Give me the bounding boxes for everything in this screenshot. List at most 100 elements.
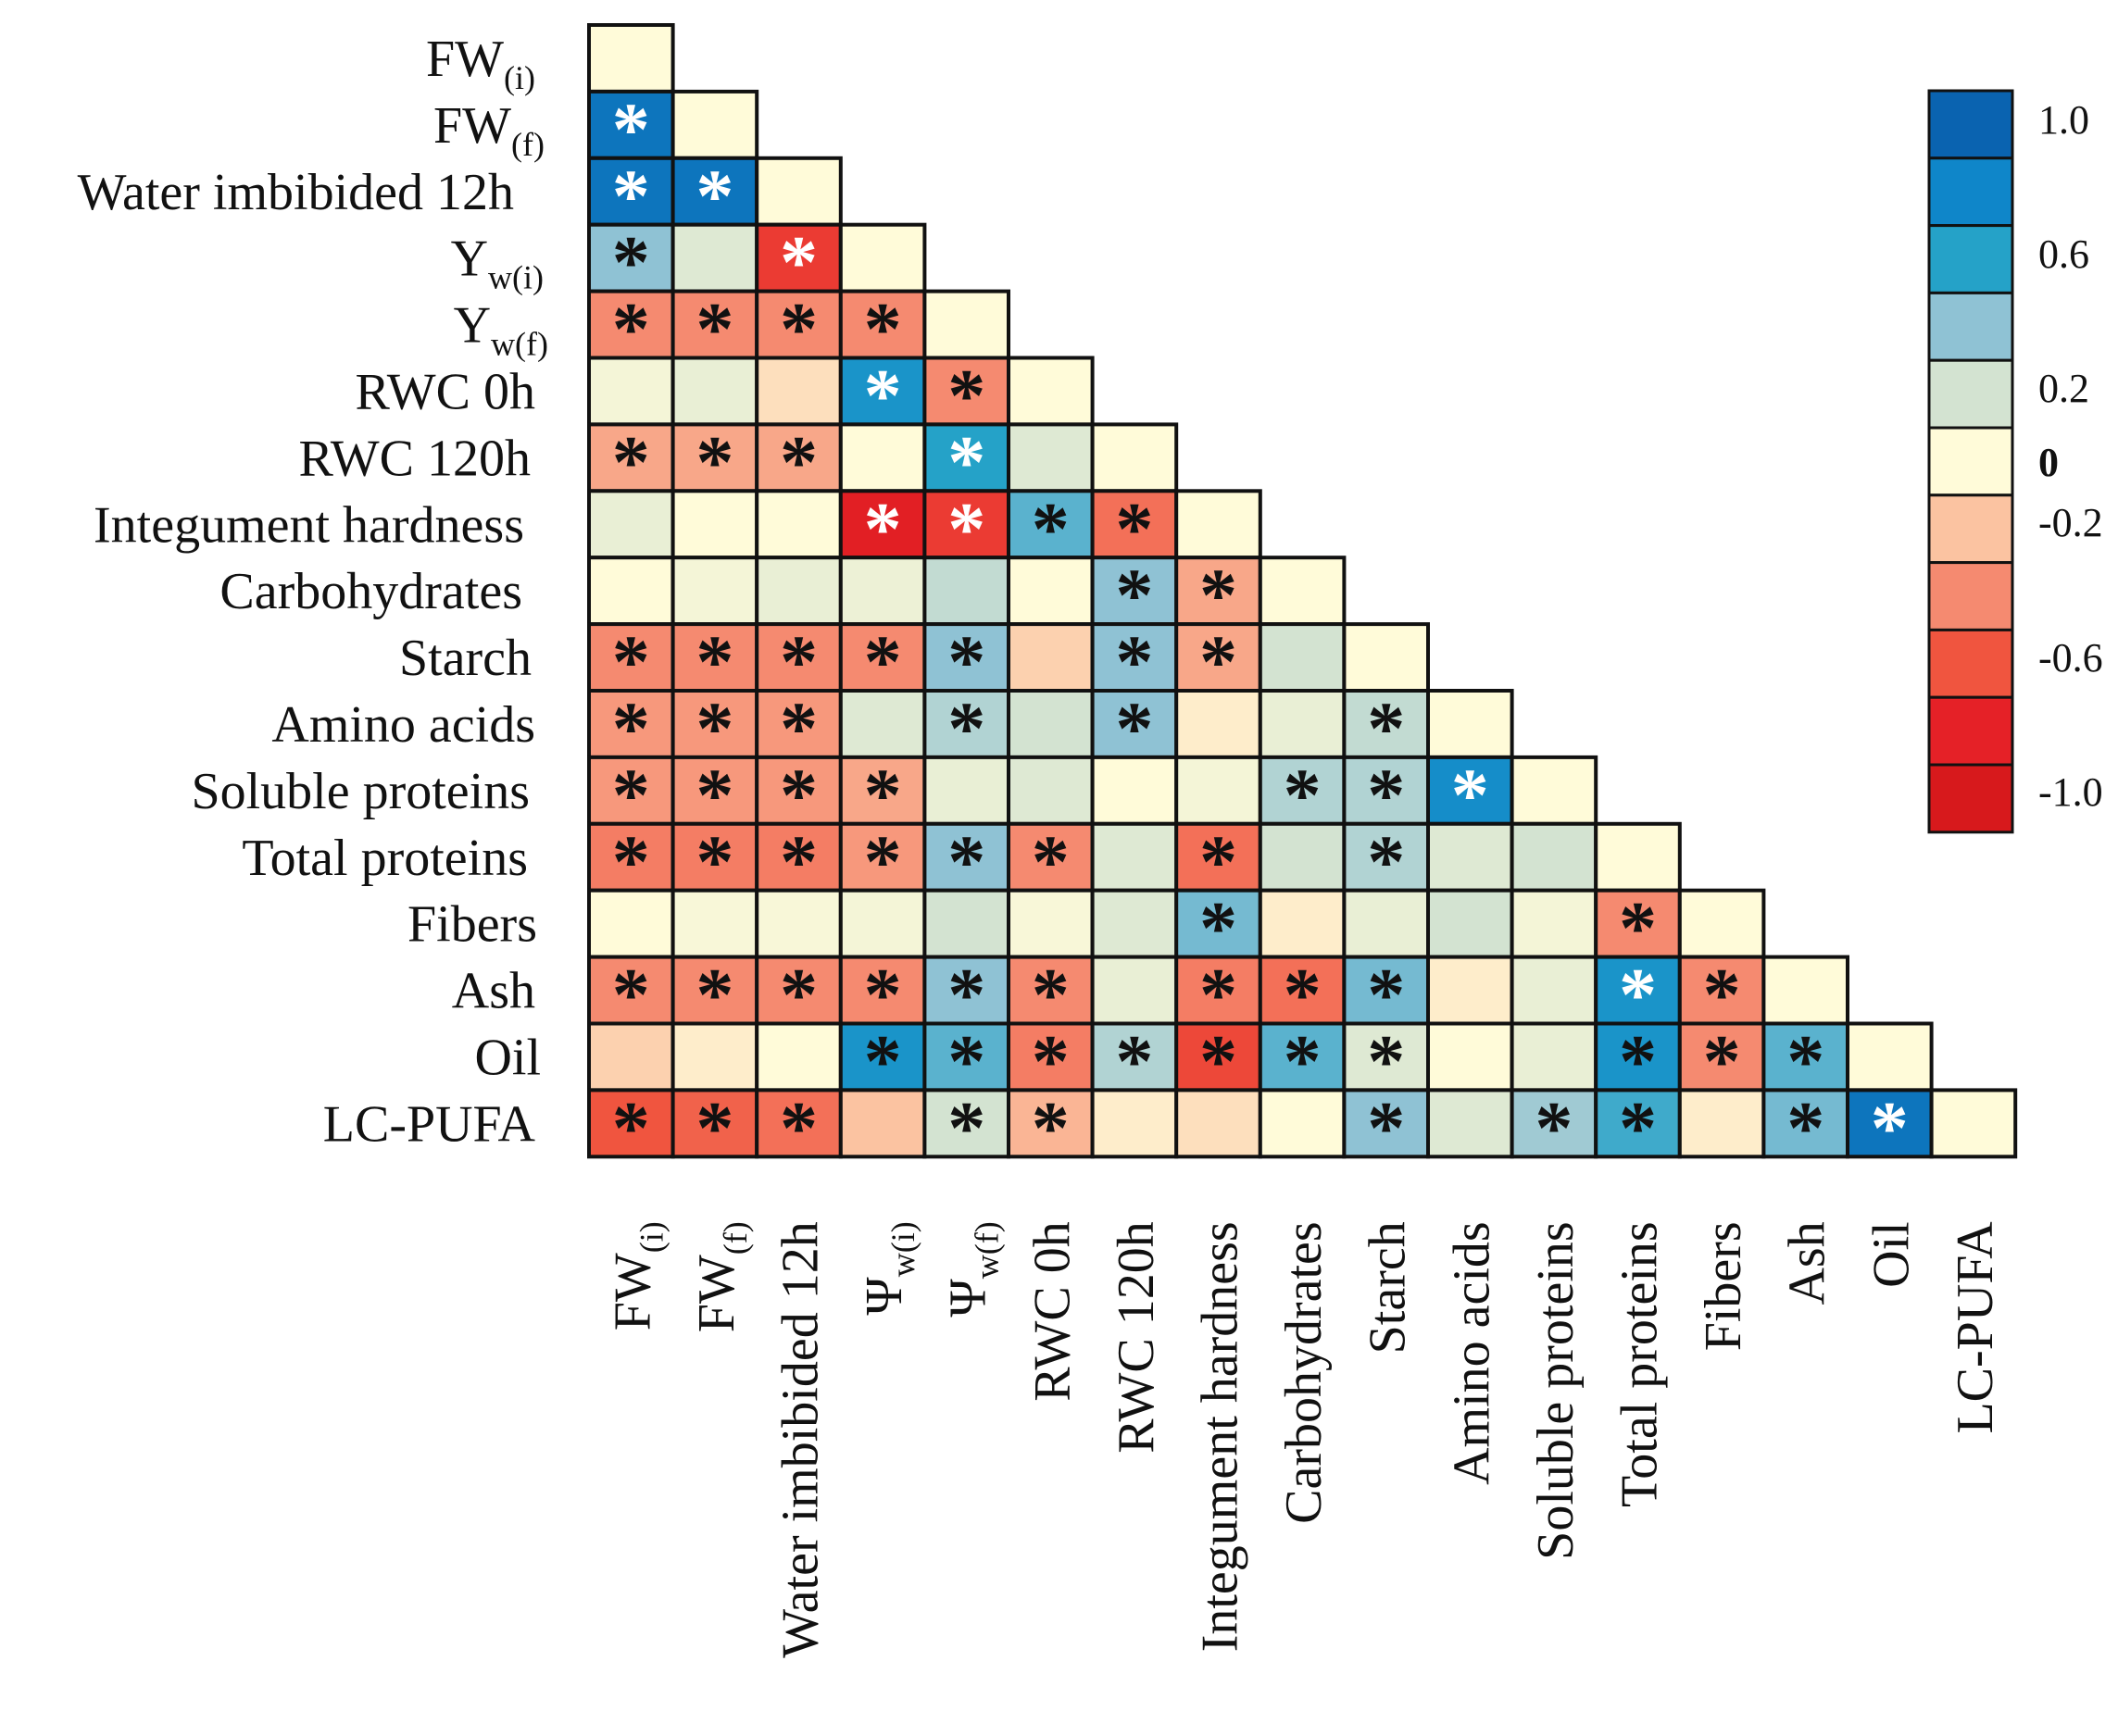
- significance-star: *: [1115, 1018, 1153, 1103]
- cell-r13-c6: [1090, 888, 1179, 959]
- cell-r9-c8: [1258, 622, 1347, 693]
- cell-r7-c0: [587, 489, 675, 560]
- significance-star: *: [1871, 1085, 1909, 1169]
- colorbar-tick-label: 0.6: [2038, 231, 2089, 277]
- cell-r11-c7: [1174, 755, 1262, 826]
- row-label-yw-i: Yw(i): [451, 231, 544, 296]
- significance-star: *: [612, 220, 650, 305]
- significance-star: *: [1535, 1085, 1573, 1169]
- significance-star: *: [947, 819, 985, 904]
- cell-r1-c1: [670, 89, 759, 160]
- cell-r16-c6: [1090, 1088, 1179, 1159]
- colorbar-tick-label: 0.2: [2038, 366, 2089, 411]
- significance-star: *: [947, 1018, 985, 1103]
- significance-star: *: [612, 87, 650, 171]
- significance-star: *: [696, 753, 733, 837]
- cell-r3-c3: [838, 222, 927, 293]
- colorbar-step: [1927, 156, 2014, 228]
- row-label-rwc-120h: RWC 120h: [299, 430, 531, 487]
- cell-r11-c6: [1090, 755, 1179, 826]
- cell-r14-c4: [922, 955, 1011, 1026]
- row-label-ash: Ash: [452, 963, 535, 1020]
- significance-star: *: [612, 619, 650, 704]
- col-label-total-proteins: Total proteins: [1611, 1221, 1669, 1507]
- cell-r11-c0: [587, 755, 675, 826]
- cell-r12-c9: [1342, 821, 1431, 893]
- cell-r13-c5: [1007, 888, 1095, 959]
- cell-r9-c0: [587, 622, 675, 693]
- significance-star: *: [612, 287, 650, 371]
- significance-star: *: [612, 686, 650, 770]
- cell-r9-c2: [755, 622, 843, 693]
- significance-star: *: [1199, 886, 1237, 970]
- significance-star: *: [1619, 1018, 1657, 1103]
- significance-star: *: [864, 287, 902, 371]
- cell-r13-c7: [1174, 888, 1262, 959]
- row-label-fw: FW(i): [426, 31, 535, 96]
- cell-r10-c0: [587, 689, 675, 759]
- significance-star: *: [1786, 1018, 1824, 1103]
- significance-star: *: [864, 753, 902, 837]
- significance-star: *: [780, 753, 818, 837]
- cell-r5-c5: [1007, 356, 1095, 427]
- significance-star: *: [1199, 1018, 1237, 1103]
- colorbar-tick-label: 1.0: [2038, 97, 2089, 143]
- cell-r11-c5: [1007, 755, 1095, 826]
- cell-r9-c9: [1342, 622, 1431, 693]
- cell-r15-c11: [1510, 1021, 1598, 1093]
- colorbar-tick-label: -1.0: [2038, 769, 2103, 815]
- significance-star: *: [696, 287, 733, 371]
- significance-star: *: [1619, 886, 1657, 970]
- row-label-soluble-proteins: Soluble proteins: [191, 763, 530, 820]
- colorbar-step: [1927, 695, 2014, 767]
- row-label-fw: FW(f): [433, 97, 545, 163]
- significance-star: *: [1284, 1018, 1322, 1103]
- cell-r0-c0: [587, 23, 675, 94]
- row-label-amino-acids: Amino acids: [271, 696, 535, 754]
- row-labels: FW(i)FW(f)Water imbibided 12hYw(i)Yw(f)R…: [78, 31, 548, 1153]
- col-label-amino-acids: Amino acids: [1443, 1221, 1500, 1485]
- row-label-water-imbibided-12h: Water imbibided 12h: [78, 164, 514, 221]
- cell-r6-c1: [670, 422, 759, 493]
- significance-star: *: [1199, 953, 1237, 1037]
- cell-r8-c8: [1258, 556, 1347, 627]
- cell-r14-c9: [1342, 955, 1431, 1026]
- cell-r5-c0: [587, 356, 675, 427]
- cell-r13-c13: [1677, 888, 1766, 959]
- significance-star: *: [1367, 819, 1405, 904]
- col-label-ash: Ash: [1779, 1221, 1836, 1305]
- col-label-oil: Oil: [1862, 1221, 1920, 1288]
- cell-r4-c4: [922, 289, 1011, 360]
- colorbar-step: [1927, 89, 2014, 160]
- significance-star: *: [1367, 953, 1405, 1037]
- significance-star: *: [1619, 953, 1657, 1037]
- cell-r15-c0: [587, 1021, 675, 1093]
- row-label-rwc-0h: RWC 0h: [356, 363, 535, 420]
- significance-star: *: [612, 819, 650, 904]
- significance-star: *: [1367, 1018, 1405, 1103]
- row-label-carbohydrates: Carbohydrates: [219, 563, 522, 620]
- row-label-yw-f: Yw(f): [454, 297, 548, 363]
- significance-star: *: [947, 953, 985, 1037]
- col-label-yw-i: Ψw(i): [856, 1221, 921, 1315]
- cell-r16-c16: [1929, 1088, 2018, 1159]
- colorbar: 1.0 0.6 0.2 0 -0.2 -0.6 -1.0: [1927, 89, 2103, 834]
- cell-r16-c1: [670, 1088, 759, 1159]
- significance-star: *: [947, 686, 985, 770]
- significance-star: *: [1284, 753, 1322, 837]
- cell-r12-c3: [838, 821, 927, 893]
- cell-r6-c5: [1007, 422, 1095, 493]
- cell-r15-c10: [1426, 1021, 1514, 1093]
- significance-star: *: [696, 953, 733, 1037]
- cell-r14-c14: [1761, 955, 1850, 1026]
- cell-r11-c1: [670, 755, 759, 826]
- cell-r14-c2: [755, 955, 843, 1026]
- cell-r11-c10: [1426, 755, 1514, 826]
- cell-r13-c8: [1258, 888, 1347, 959]
- significance-star: *: [947, 1085, 985, 1169]
- colorbar-step: [1927, 426, 2014, 497]
- cell-r11-c2: [755, 755, 843, 826]
- colorbar-step: [1927, 561, 2014, 631]
- significance-star: *: [947, 486, 985, 570]
- significance-star: *: [1367, 1085, 1405, 1169]
